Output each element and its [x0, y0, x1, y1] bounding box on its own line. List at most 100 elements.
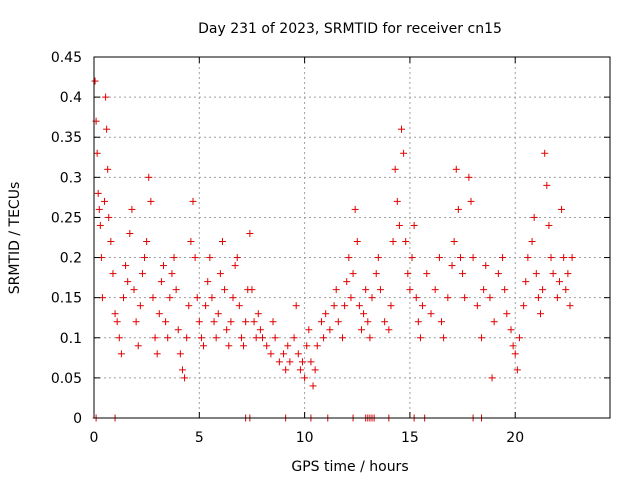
- grid-lines: [94, 57, 610, 418]
- data-point: [189, 198, 196, 205]
- data-point: [461, 294, 468, 301]
- data-point: [103, 126, 110, 133]
- data-point: [102, 94, 109, 101]
- data-point: [156, 310, 163, 317]
- y-tick-label: 0.4: [60, 90, 82, 106]
- data-point: [307, 358, 314, 365]
- data-point: [299, 358, 306, 365]
- data-point: [131, 286, 138, 293]
- data-point: [92, 78, 99, 85]
- data-point: [360, 310, 367, 317]
- y-tick-label: 0.05: [51, 371, 82, 387]
- data-point: [284, 342, 291, 349]
- data-point: [531, 214, 538, 221]
- data-point: [259, 334, 266, 341]
- data-point: [543, 182, 550, 189]
- data-point: [227, 318, 234, 325]
- data-point: [314, 342, 321, 349]
- data-point: [166, 294, 173, 301]
- data-point: [204, 278, 211, 285]
- data-point: [133, 318, 140, 325]
- data-point: [276, 358, 283, 365]
- data-point: [185, 302, 192, 309]
- data-point: [369, 294, 376, 301]
- data-point: [400, 150, 407, 157]
- data-point: [297, 366, 304, 373]
- data-point: [470, 254, 477, 261]
- data-point: [301, 374, 308, 381]
- data-point: [352, 206, 359, 213]
- data-point: [377, 286, 384, 293]
- data-point: [453, 166, 460, 173]
- data-point: [548, 254, 555, 261]
- x-tick-label: 0: [90, 430, 99, 446]
- data-point: [373, 270, 380, 277]
- data-point: [341, 302, 348, 309]
- data-point: [164, 334, 171, 341]
- data-point: [154, 350, 161, 357]
- data-point: [286, 358, 293, 365]
- data-point: [293, 302, 300, 309]
- data-point: [375, 254, 382, 261]
- data-point: [495, 270, 502, 277]
- data-point: [234, 254, 241, 261]
- data-point: [390, 238, 397, 245]
- data-point: [187, 238, 194, 245]
- data-point: [114, 318, 121, 325]
- data-point: [533, 270, 540, 277]
- data-point: [501, 286, 508, 293]
- data-point: [173, 286, 180, 293]
- data-point: [248, 286, 255, 293]
- data-point: [162, 318, 169, 325]
- data-point: [238, 334, 245, 341]
- data-point: [97, 222, 104, 229]
- y-tick-label: 0.25: [51, 210, 82, 226]
- data-point: [107, 238, 114, 245]
- data-point: [415, 318, 422, 325]
- data-point: [392, 166, 399, 173]
- data-point: [104, 166, 111, 173]
- data-point: [478, 334, 485, 341]
- data-point: [535, 294, 542, 301]
- data-point: [318, 318, 325, 325]
- data-point: [253, 334, 260, 341]
- data-point: [482, 262, 489, 269]
- data-point: [310, 382, 317, 389]
- data-point: [560, 254, 567, 261]
- y-tick-label: 0.2: [60, 251, 82, 267]
- data-point: [194, 294, 201, 301]
- data-point: [141, 254, 148, 261]
- data-point: [196, 318, 203, 325]
- data-point: [381, 318, 388, 325]
- data-point: [562, 286, 569, 293]
- data-point: [358, 326, 365, 333]
- data-point: [362, 286, 369, 293]
- data-point: [198, 334, 205, 341]
- data-point: [524, 254, 531, 261]
- data-point: [558, 206, 565, 213]
- data-point: [457, 254, 464, 261]
- data-point: [545, 222, 552, 229]
- data-point: [554, 294, 561, 301]
- data-point: [465, 174, 472, 181]
- data-point: [112, 310, 119, 317]
- data-point: [345, 254, 352, 261]
- data-point: [217, 270, 224, 277]
- data-point: [145, 174, 152, 181]
- y-tick-label: 0.1: [60, 331, 82, 347]
- data-point: [489, 374, 496, 381]
- y-tick-label: 0.15: [51, 291, 82, 307]
- data-point: [124, 278, 131, 285]
- data-point: [236, 302, 243, 309]
- data-points: [92, 78, 576, 422]
- data-point: [366, 334, 373, 341]
- data-point: [208, 294, 215, 301]
- x-tick-label: 5: [195, 430, 204, 446]
- data-point: [335, 318, 342, 325]
- data-point: [221, 286, 228, 293]
- y-tick-label: 0.35: [51, 130, 82, 146]
- data-point: [569, 254, 576, 261]
- data-point: [491, 318, 498, 325]
- data-point: [139, 270, 146, 277]
- data-point: [171, 254, 178, 261]
